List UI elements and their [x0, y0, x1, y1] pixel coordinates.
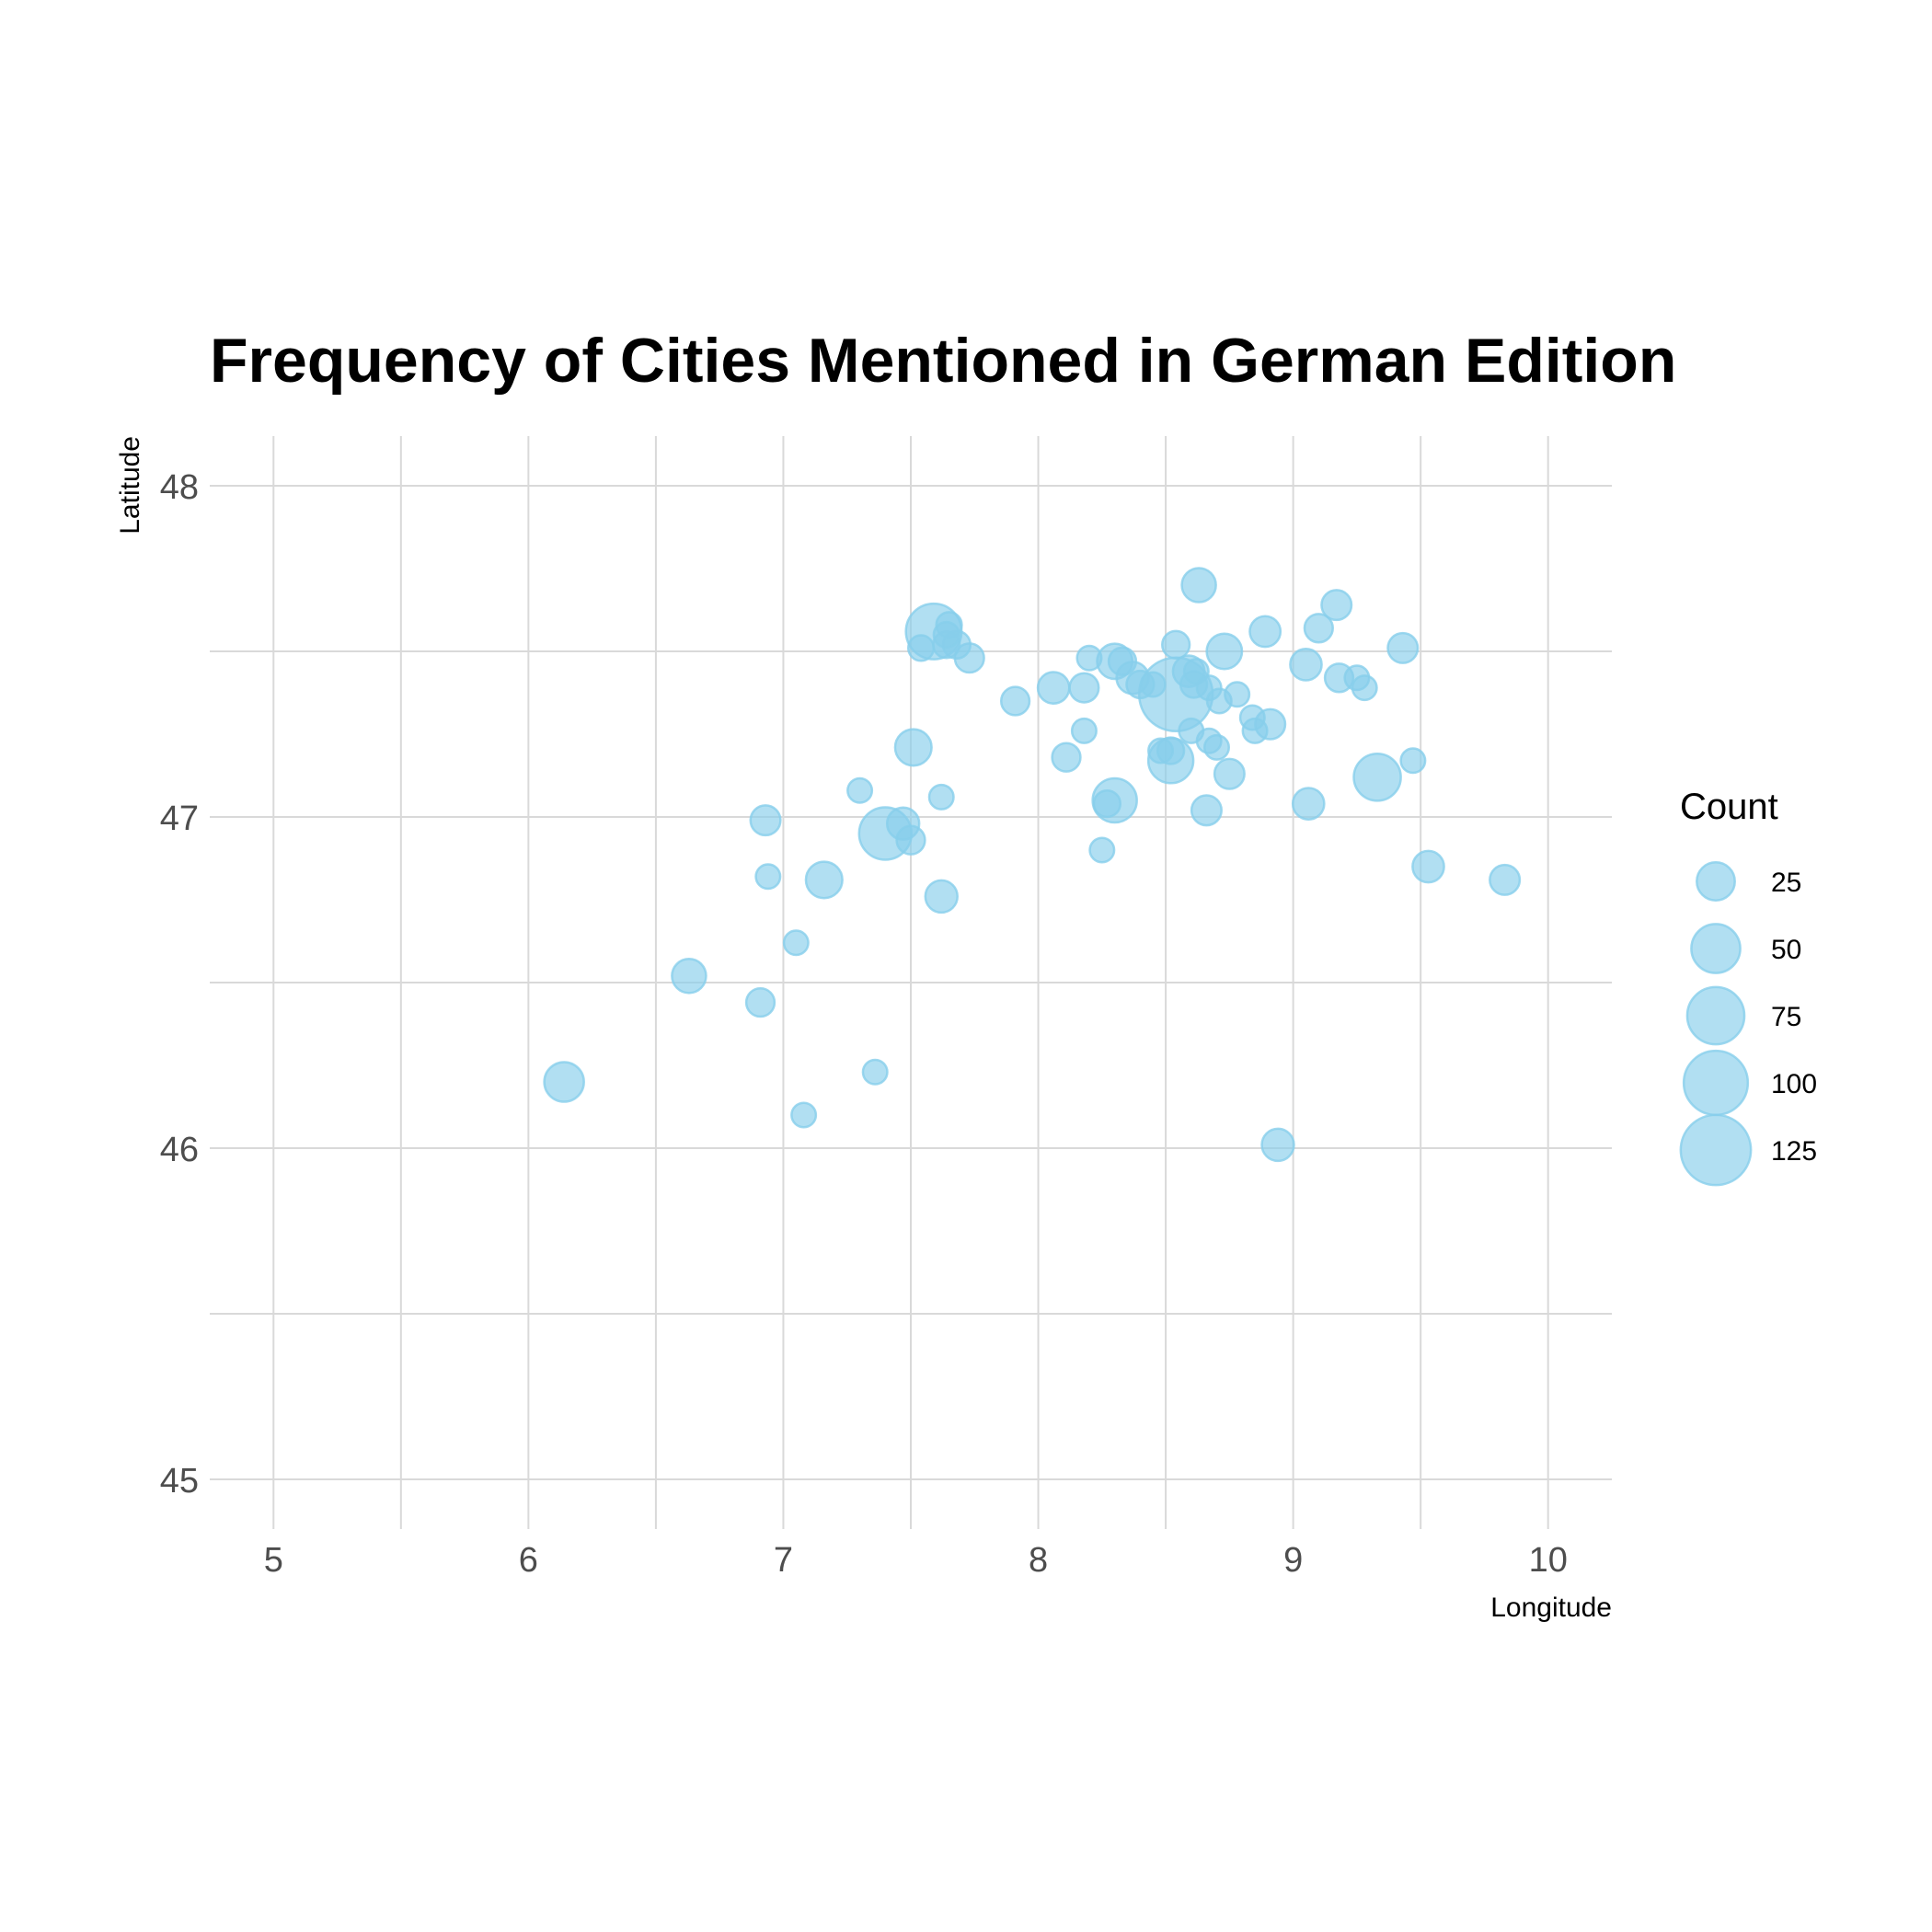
legend-key-circle	[1696, 861, 1736, 902]
city-point	[1203, 733, 1231, 761]
x-tick-label: 5	[264, 1541, 283, 1580]
legend-label: 75	[1771, 1002, 1801, 1032]
city-point	[749, 804, 782, 837]
city-point	[1161, 629, 1191, 660]
city-point	[671, 958, 707, 995]
legend-title: Count	[1680, 787, 1778, 827]
city-point	[893, 728, 933, 767]
city-point	[927, 783, 955, 811]
city-point	[1213, 757, 1246, 790]
city-point	[804, 860, 844, 900]
city-point	[744, 986, 776, 1018]
city-point	[1180, 567, 1217, 604]
city-point	[1241, 717, 1269, 744]
chart-title: Frequency of Cities Mentioned in German …	[210, 326, 1676, 396]
data-points	[543, 567, 1522, 1163]
y-tick-label: 46	[160, 1131, 199, 1169]
city-point	[1289, 648, 1323, 682]
x-tick-label: 8	[1029, 1541, 1048, 1580]
city-point	[1190, 794, 1223, 827]
city-point	[924, 879, 959, 914]
city-point	[1291, 787, 1326, 821]
city-point	[1411, 849, 1445, 884]
city-point	[895, 824, 926, 856]
city-point	[1088, 836, 1116, 864]
y-tick-label: 48	[160, 468, 199, 507]
city-point	[1051, 742, 1082, 773]
city-point	[543, 1061, 585, 1103]
grid-lines	[210, 436, 1612, 1529]
legend-key-circle	[1682, 1049, 1750, 1117]
city-point	[1092, 788, 1122, 819]
city-point	[782, 929, 810, 957]
city-point	[999, 685, 1031, 717]
city-point	[1260, 1127, 1295, 1163]
city-point	[1248, 615, 1282, 649]
city-point	[906, 634, 936, 662]
city-point	[1320, 589, 1353, 622]
y-axis-ticks: 45 46 47 48	[160, 468, 199, 1501]
city-point	[1178, 717, 1205, 744]
legend-key-circle	[1685, 985, 1746, 1046]
city-point	[932, 620, 960, 650]
x-tick-label: 9	[1283, 1541, 1303, 1580]
y-tick-label: 45	[160, 1462, 199, 1501]
city-point	[1036, 671, 1071, 705]
city-point	[1351, 674, 1378, 702]
city-point	[1224, 681, 1251, 708]
city-point	[1303, 613, 1334, 644]
y-tick-label: 47	[160, 799, 199, 838]
legend-key-circle	[1679, 1113, 1753, 1187]
city-point	[1489, 863, 1522, 896]
city-point	[790, 1101, 818, 1129]
legend-label: 100	[1771, 1069, 1817, 1099]
city-point	[861, 1058, 889, 1086]
y-axis-title: Latitude	[115, 436, 145, 535]
city-point	[1386, 631, 1420, 664]
legend-key-circle	[1690, 923, 1742, 974]
city-point	[1107, 646, 1138, 676]
city-point	[1399, 747, 1427, 775]
x-axis-ticks: 5 6 7 8 9 10	[264, 1541, 1568, 1580]
x-tick-label: 6	[519, 1541, 538, 1580]
legend-label: 125	[1771, 1136, 1817, 1167]
city-point	[1068, 672, 1100, 704]
legend-label: 50	[1771, 935, 1801, 965]
city-point	[1205, 632, 1244, 671]
city-point	[1139, 671, 1167, 698]
city-point	[846, 776, 874, 804]
city-point	[1147, 737, 1175, 765]
size-legend: Count 25 50 75 100 125	[1679, 787, 1817, 1187]
x-tick-label: 10	[1529, 1541, 1568, 1580]
x-axis-title: Longitude	[1490, 1593, 1612, 1623]
city-point	[1352, 752, 1402, 802]
x-tick-label: 7	[774, 1541, 793, 1580]
city-point	[1070, 717, 1098, 744]
city-point	[754, 863, 782, 891]
city-point	[1075, 644, 1103, 672]
legend-label: 25	[1771, 868, 1801, 898]
